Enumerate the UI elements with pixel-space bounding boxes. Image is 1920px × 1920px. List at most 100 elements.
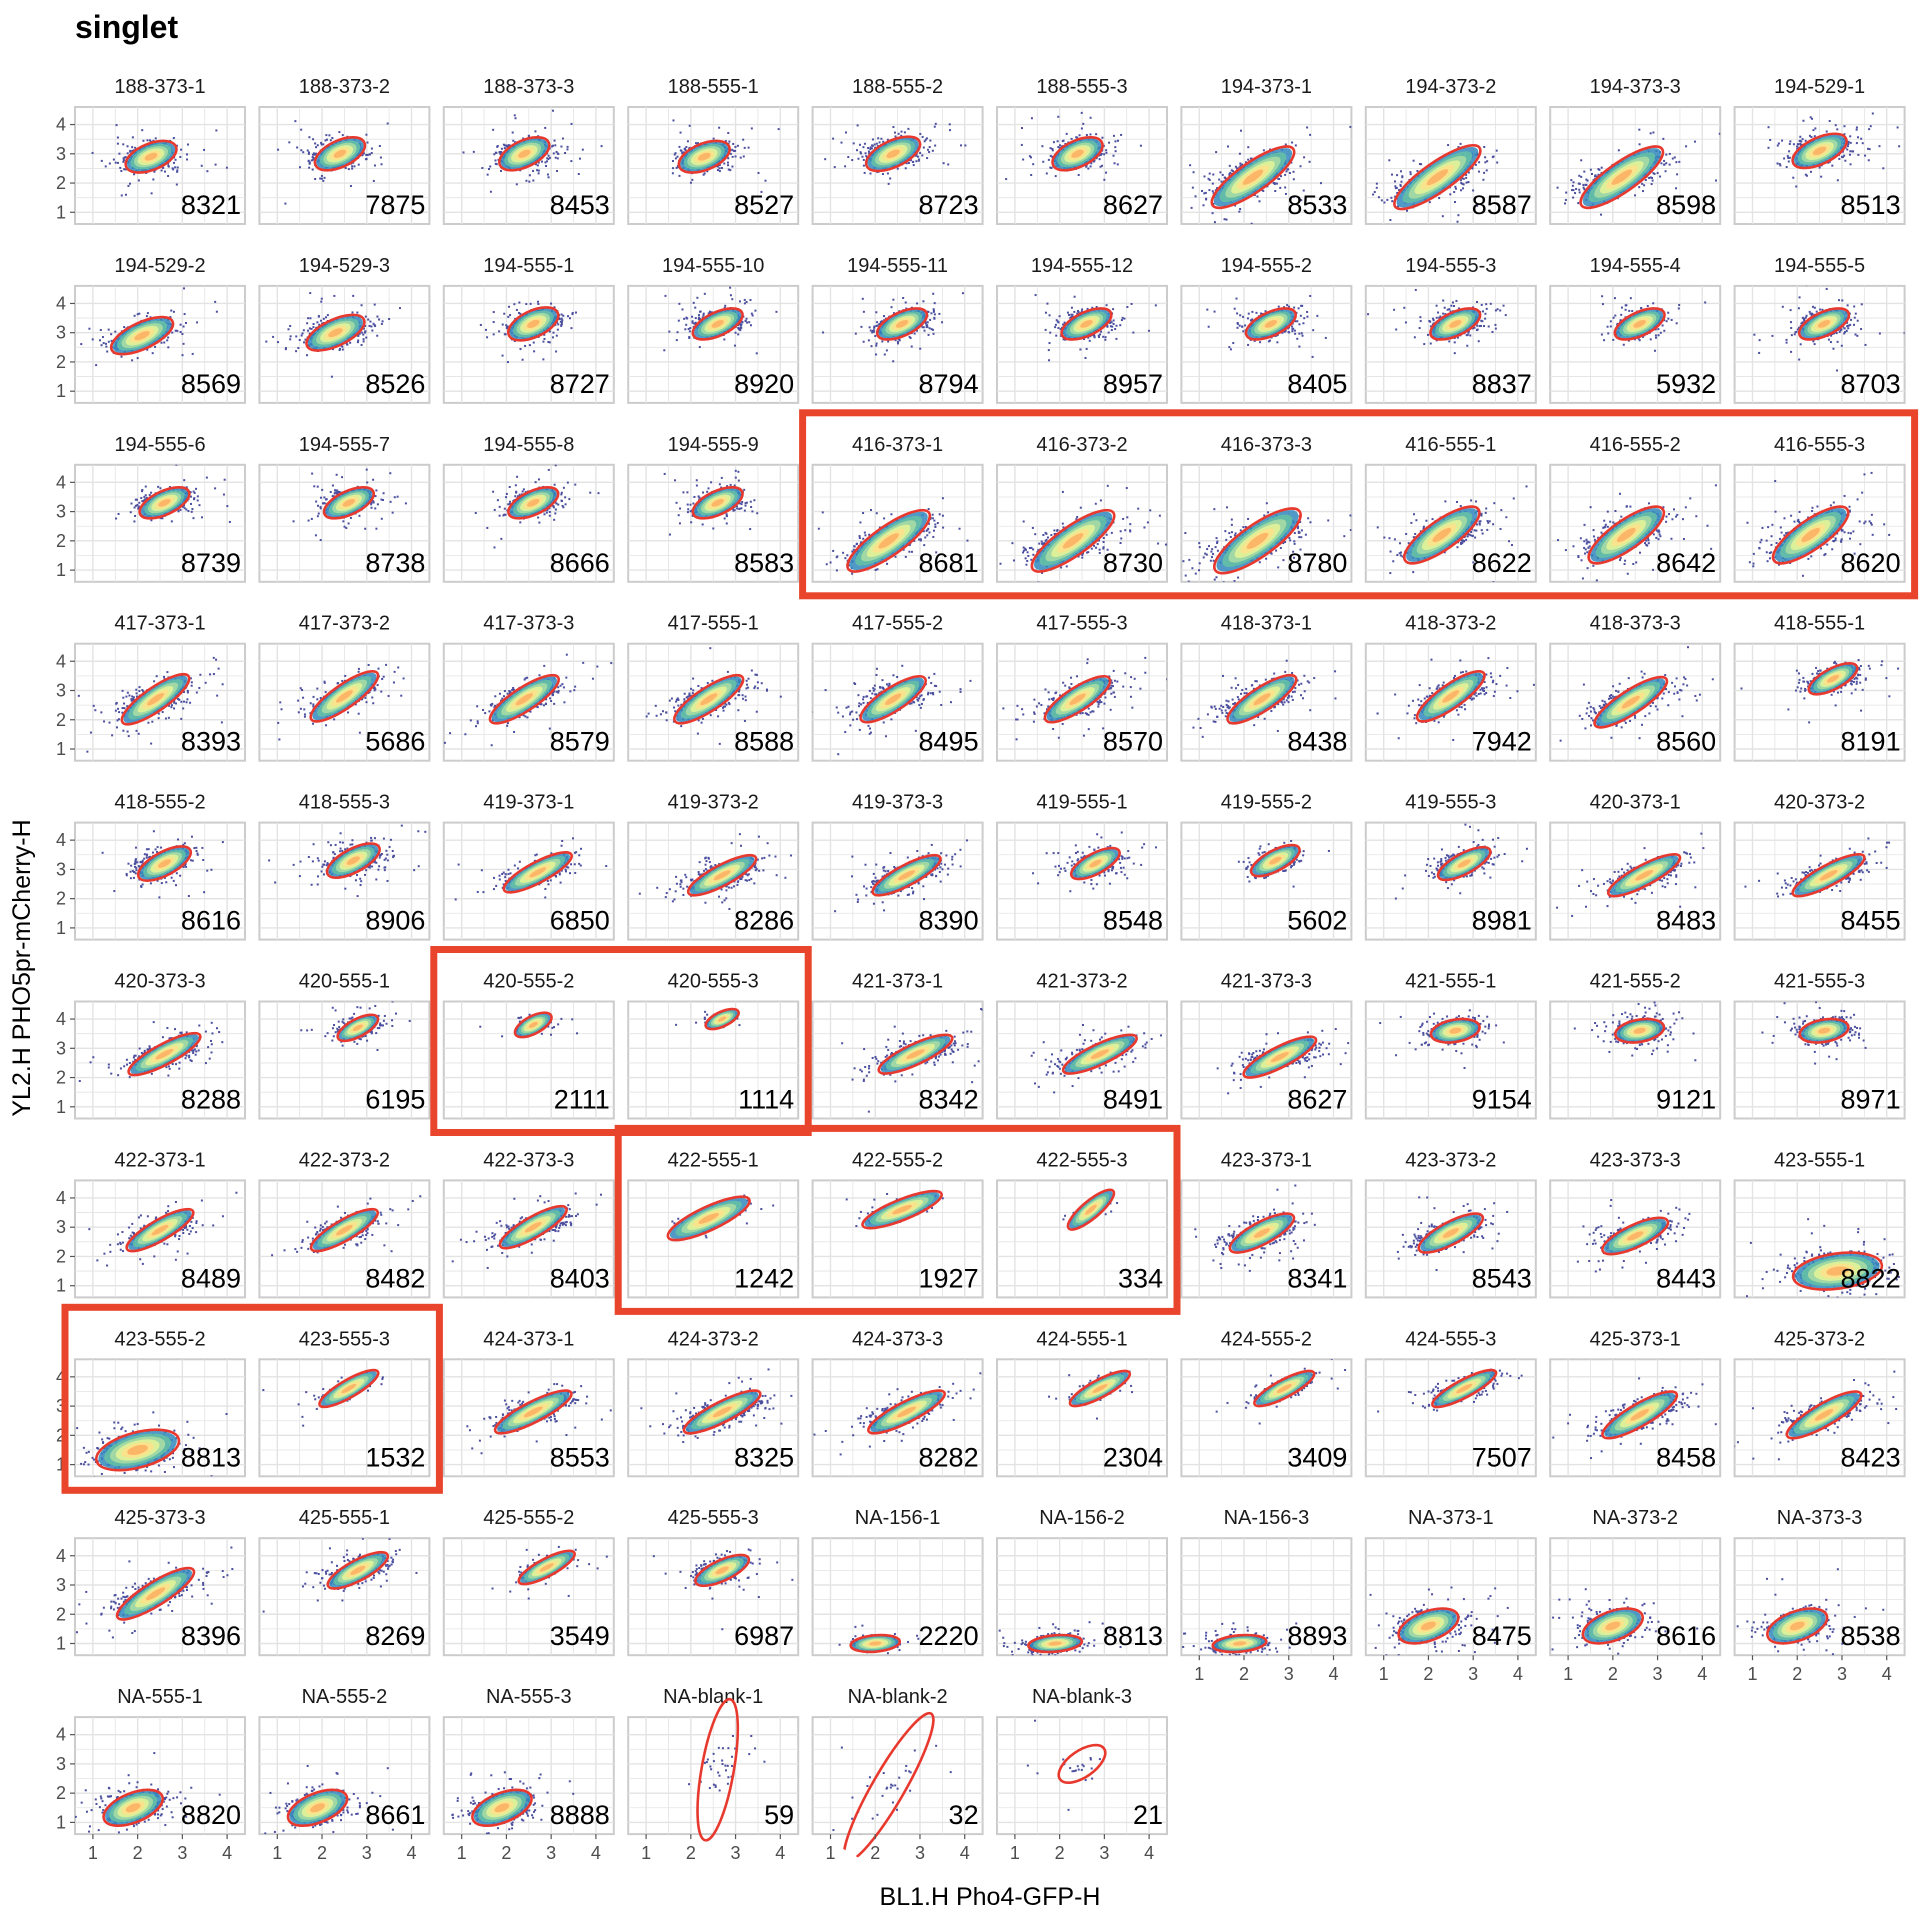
scatter-point — [840, 141, 843, 144]
scatter-point — [1843, 133, 1846, 136]
scatter-point — [1799, 142, 1802, 145]
scatter-point — [1810, 136, 1813, 139]
scatter-point — [1394, 185, 1397, 188]
scatter-point — [1676, 173, 1679, 176]
scatter-point — [1292, 170, 1295, 173]
scatter-point — [919, 210, 922, 213]
scatter-point — [1786, 155, 1789, 158]
scatter-point — [856, 149, 859, 152]
scatter-point — [727, 164, 730, 167]
scatter-point — [1644, 179, 1647, 182]
scatter-point — [307, 151, 310, 154]
scatter-point — [1453, 201, 1456, 204]
scatter-point — [1649, 132, 1652, 135]
scatter-point — [729, 169, 732, 172]
scatter-point — [1634, 194, 1637, 197]
scatter-point — [1457, 146, 1460, 149]
scatter-point — [338, 131, 341, 134]
scatter-point — [1228, 164, 1231, 167]
scatter-point — [536, 164, 539, 167]
scatter-point — [1085, 134, 1088, 137]
scatter-point — [1029, 156, 1032, 159]
scatter-point — [1409, 171, 1412, 174]
scatter-point — [1103, 178, 1106, 181]
scatter-point — [1776, 162, 1779, 165]
scatter-point — [289, 324, 292, 327]
scatter-point — [131, 136, 134, 139]
scatter-point — [689, 181, 692, 184]
scatter-point — [301, 332, 304, 335]
scatter-point — [1285, 170, 1288, 173]
scatter-point — [1459, 142, 1462, 145]
scatter-point — [1590, 172, 1593, 175]
scatter-point — [736, 144, 739, 147]
scatter-point — [312, 322, 315, 325]
scatter-point — [1397, 205, 1400, 208]
scatter-point — [166, 339, 169, 342]
scatter-point — [118, 152, 121, 155]
scatter-point — [919, 132, 922, 135]
scatter-point — [1570, 189, 1573, 192]
scatter-point — [1213, 221, 1216, 224]
scatter-point — [136, 357, 139, 360]
scatter-point — [1420, 163, 1423, 166]
scatter-point — [180, 148, 183, 151]
scatter-point — [380, 163, 383, 166]
scatter-point — [1857, 153, 1860, 156]
scatter-point — [512, 139, 515, 142]
scatter-point — [108, 162, 111, 165]
scatter-point — [869, 148, 872, 151]
scatter-point — [1843, 125, 1846, 128]
scatter-point — [115, 124, 118, 127]
scatter-point — [309, 317, 312, 320]
scatter-point — [289, 338, 292, 341]
scatter-point — [1399, 184, 1402, 187]
scatter-point — [547, 154, 550, 157]
scatter-point — [547, 176, 550, 179]
scatter-point — [1844, 139, 1847, 142]
scatter-point — [370, 147, 373, 150]
scatter-point — [694, 142, 697, 145]
scatter-point — [307, 160, 310, 163]
scatter-point — [146, 139, 149, 142]
scatter-point — [1273, 182, 1276, 185]
scatter-point — [1779, 164, 1782, 167]
scatter-point — [200, 164, 203, 167]
scatter-point — [356, 341, 359, 344]
scatter-point — [1461, 182, 1464, 185]
scatter-point — [1809, 170, 1812, 173]
scatter-point — [1202, 204, 1205, 207]
scatter-point — [126, 145, 129, 148]
scatter-point — [174, 329, 177, 332]
scatter-point — [160, 341, 163, 344]
scatter-point — [1105, 171, 1108, 174]
density-level — [518, 149, 531, 158]
scatter-point — [1836, 128, 1839, 131]
scatter-point — [1767, 126, 1770, 129]
scatter-point — [487, 167, 490, 170]
scatter-point — [181, 354, 184, 357]
scatter-point — [732, 142, 735, 145]
scatter-point — [862, 146, 865, 149]
scatter-point — [1284, 143, 1287, 146]
scatter-point — [310, 159, 313, 162]
scatter-point — [1778, 163, 1781, 166]
scatter-point — [378, 318, 381, 321]
scatter-point — [1578, 174, 1581, 177]
scatter-point — [353, 165, 356, 168]
scatter-point — [703, 172, 706, 175]
event-count: 8533 — [1287, 190, 1347, 220]
scatter-point — [1787, 160, 1790, 163]
scatter-point — [1373, 190, 1376, 193]
gate-ellipse — [1051, 136, 1104, 172]
scatter-point — [716, 165, 719, 168]
scatter-point — [537, 169, 540, 172]
scatter-point — [319, 177, 322, 180]
scatter-point — [1668, 152, 1671, 155]
scatter-point — [546, 157, 549, 160]
scatter-point — [718, 126, 721, 129]
scatter-point — [727, 168, 730, 171]
panel-strip-label: 194-529-2 — [114, 255, 205, 277]
